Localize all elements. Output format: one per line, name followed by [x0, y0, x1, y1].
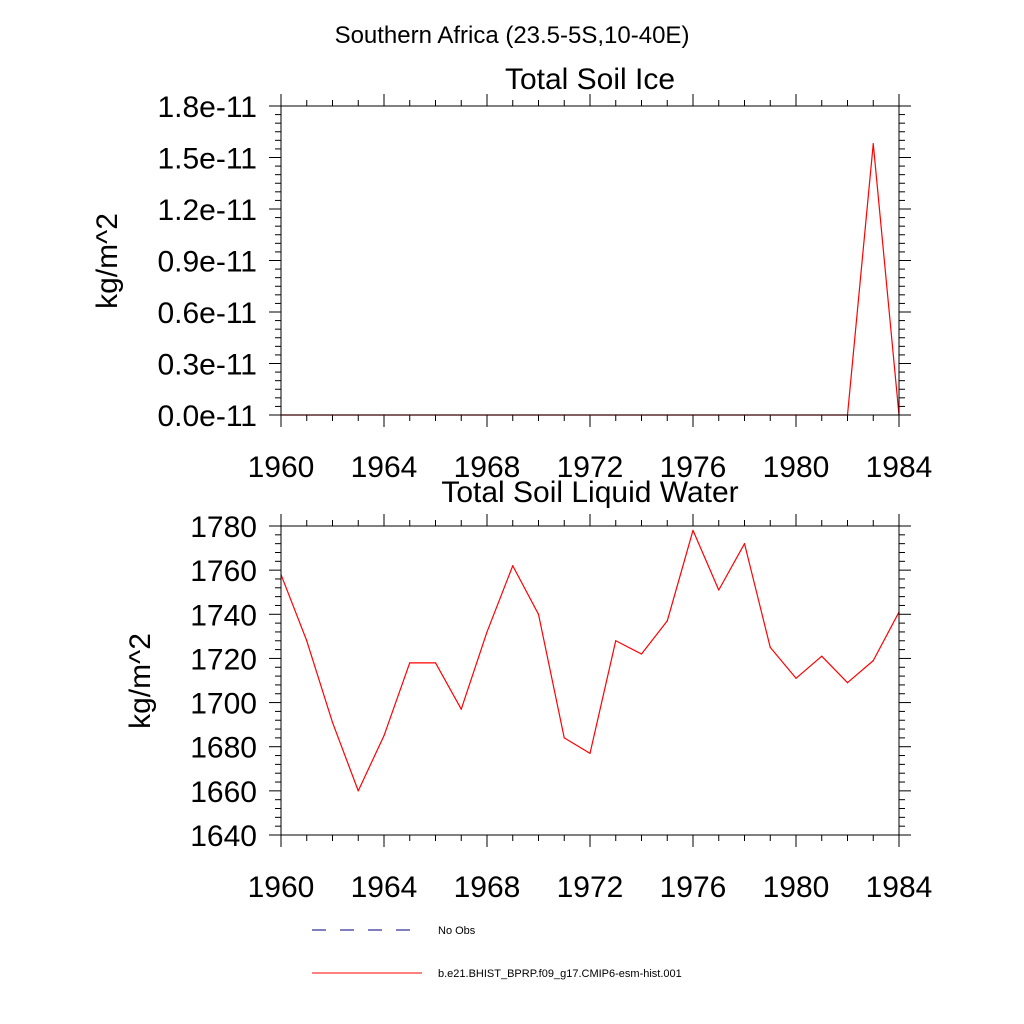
data-point: [872, 143, 874, 145]
data-point: [563, 737, 565, 739]
legend: No Obs b.e21.BHIST_BPRP.f09_g17.CMIP6-es…: [312, 925, 682, 980]
figure-suptitle: Southern Africa (23.5-5S,10-40E): [335, 22, 690, 49]
data-point: [769, 646, 771, 648]
series-line: [281, 143, 900, 416]
plot-frame: [280, 105, 900, 416]
y-axis-label: kg/m^2: [124, 633, 157, 729]
data-point: [589, 752, 591, 754]
y-tick-label: 1640: [190, 820, 257, 853]
legend-label-no-obs: No Obs: [438, 925, 476, 937]
x-tick-label: 1984: [866, 451, 933, 484]
x-tick-label: 1980: [763, 451, 830, 484]
y-tick-label: 1740: [190, 599, 257, 632]
data-point: [383, 735, 385, 737]
panel-title: Total Soil Liquid Water: [441, 476, 738, 509]
x-tick-label: 1976: [660, 451, 727, 484]
data-point: [512, 565, 514, 567]
panel-total-soil-ice: Total Soil Ice kg/m^2 1960 1964 1968 1972 19…: [91, 63, 932, 484]
x-tick-label: 1984: [866, 871, 933, 904]
data-point: [872, 660, 874, 662]
y-tick-label: 1760: [190, 555, 257, 588]
x-tick-label: 1972: [557, 451, 624, 484]
x-tick-label: 1964: [351, 451, 418, 484]
x-tick-label: 1980: [763, 871, 830, 904]
y-tick-label: 1680: [190, 732, 257, 765]
panel-title: Total Soil Ice: [505, 63, 675, 96]
x-tick-label: 1968: [454, 451, 521, 484]
data-point: [486, 631, 488, 633]
y-tick-label: 0.9e-11: [157, 246, 257, 279]
plot-frame: [280, 525, 900, 836]
data-point: [615, 640, 617, 642]
data-point: [821, 655, 823, 657]
data-point: [537, 613, 540, 615]
data-point: [306, 640, 308, 642]
y-tick-label: 1.8e-11: [157, 91, 257, 124]
y-tick-label: 0.0e-11: [157, 400, 257, 433]
x-tick-label: 1972: [557, 871, 624, 904]
x-tick-label: 1960: [248, 451, 315, 484]
y-tick-label: 0.3e-11: [157, 349, 257, 382]
data-point: [692, 529, 694, 532]
data-point: [666, 620, 668, 622]
data-point: [640, 653, 643, 655]
y-tick-label: 1780: [190, 511, 257, 544]
y-tick-label: 1700: [190, 688, 257, 721]
y-tick-label: 1720: [190, 643, 257, 676]
series-line: [280, 529, 900, 792]
data-point: [460, 708, 462, 710]
data-point: [434, 662, 437, 664]
y-axis-label: kg/m^2: [91, 213, 124, 309]
x-tick-label: 1976: [660, 871, 727, 904]
x-tick-label: 1960: [248, 871, 315, 904]
data-point: [357, 790, 359, 792]
data-point: [409, 662, 411, 664]
data-point: [331, 721, 334, 724]
legend-label-model: b.e21.BHIST_BPRP.f09_g17.CMIP6-esm-hist.…: [438, 968, 682, 980]
x-tick-label: 1964: [351, 871, 418, 904]
y-tick-label: 1660: [190, 776, 257, 809]
data-point: [718, 589, 720, 591]
y-tick-label: 1.5e-11: [157, 143, 257, 176]
panel-total-soil-liquid-water: Total Soil Liquid Water kg/m^2 1960 1964 1…: [124, 476, 932, 904]
data-point: [846, 682, 849, 684]
data-point: [743, 543, 746, 545]
y-tick-label: 1.2e-11: [157, 194, 257, 227]
y-tick-label: 0.6e-11: [157, 297, 257, 330]
data-point: [795, 677, 797, 679]
x-tick-label: 1968: [454, 871, 521, 904]
